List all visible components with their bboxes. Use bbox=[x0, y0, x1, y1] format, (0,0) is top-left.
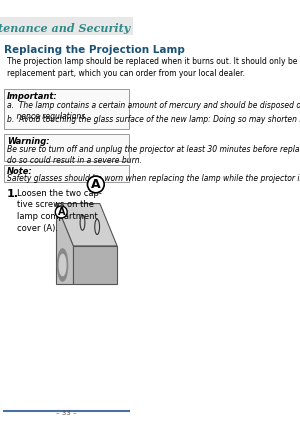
Text: Be sure to turn off and unplug the projector at least 30 minutes before replacin: Be sure to turn off and unplug the proje… bbox=[7, 145, 300, 165]
Text: Warning:: Warning: bbox=[7, 137, 50, 146]
FancyBboxPatch shape bbox=[4, 89, 129, 129]
Text: Important:: Important: bbox=[7, 92, 58, 101]
Circle shape bbox=[59, 254, 66, 276]
Polygon shape bbox=[56, 204, 73, 284]
Bar bbox=[0, 17, 133, 35]
Text: b.  Avoid touching the glass surface of the new lamp: Doing so may shorten its o: b. Avoid touching the glass surface of t… bbox=[7, 115, 300, 124]
Text: Note:: Note: bbox=[7, 167, 33, 176]
Text: A: A bbox=[91, 178, 100, 191]
Circle shape bbox=[58, 249, 68, 281]
Text: – 33 –: – 33 – bbox=[56, 410, 77, 416]
Text: Replacing the Projection Lamp: Replacing the Projection Lamp bbox=[4, 45, 185, 55]
Text: A: A bbox=[58, 207, 65, 217]
Text: The projection lamp should be replaced when it burns out. It should only be repl: The projection lamp should be replaced w… bbox=[7, 57, 300, 78]
Polygon shape bbox=[56, 204, 117, 246]
Text: a.  The lamp contains a certain amount of mercury and should be disposed of acco: a. The lamp contains a certain amount of… bbox=[7, 101, 300, 121]
Text: Safety glasses should be worn when replacing the lamp while the projector is cei: Safety glasses should be worn when repla… bbox=[7, 174, 300, 183]
FancyBboxPatch shape bbox=[4, 165, 129, 182]
Text: Loosen the two cap-
tive screws on the
lamp compartment
cover (A).: Loosen the two cap- tive screws on the l… bbox=[17, 189, 102, 233]
Text: 1.: 1. bbox=[7, 189, 19, 199]
Polygon shape bbox=[73, 246, 117, 284]
Text: Maintenance and Security: Maintenance and Security bbox=[0, 23, 130, 34]
FancyBboxPatch shape bbox=[4, 134, 129, 161]
